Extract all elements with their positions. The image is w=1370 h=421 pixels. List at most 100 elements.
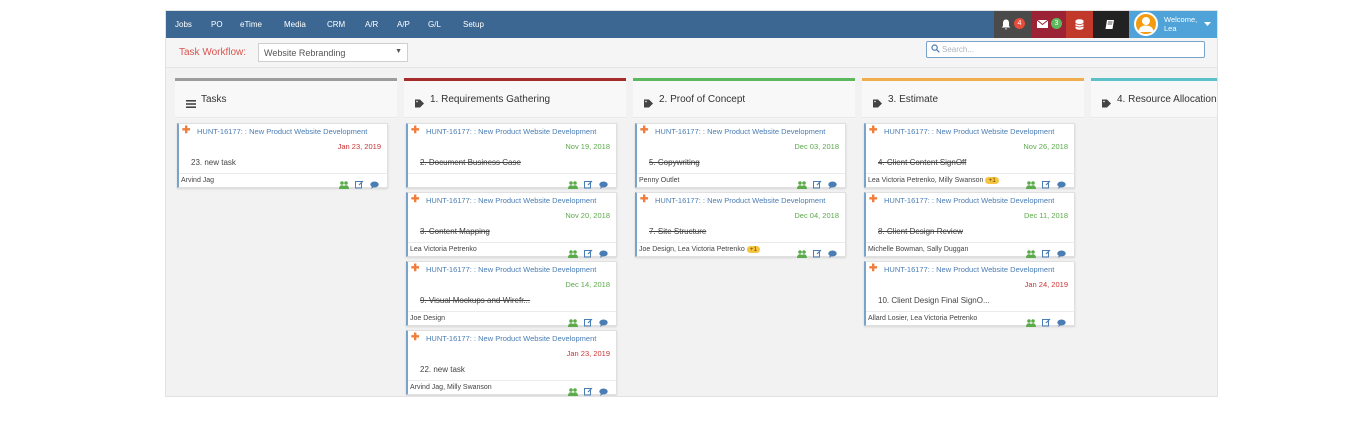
comment-icon[interactable] [599, 383, 608, 396]
task-card[interactable]: ✚ HUNT-16177: : New Product Website Devel… [406, 261, 617, 327]
drag-handle-icon[interactable]: ✚ [640, 125, 649, 136]
task-name[interactable]: 10. Client Design Final SignO... [878, 296, 990, 305]
job-link[interactable]: HUNT-16177: : New Product Website Develo… [197, 127, 368, 136]
task-card[interactable]: ✚ HUNT-16177: : New Product Website Devel… [406, 192, 617, 258]
comment-icon[interactable] [1057, 176, 1066, 194]
assign-people-icon[interactable] [339, 176, 349, 194]
edit-icon[interactable] [1042, 314, 1051, 332]
messages-button[interactable]: 3 [1031, 11, 1066, 38]
assign-people-icon[interactable] [568, 383, 578, 396]
task-name[interactable]: 7. Site Structure [649, 227, 707, 236]
task-name[interactable]: 2. Document Business Case [420, 158, 521, 167]
task-name[interactable]: 8. Client Design Review [878, 227, 963, 236]
drag-handle-icon[interactable]: ✚ [869, 194, 878, 205]
job-link[interactable]: HUNT-16177: : New Product Website Develo… [426, 127, 597, 136]
task-name[interactable]: 22. new task [420, 365, 465, 374]
nav-etime[interactable]: eTime [240, 20, 262, 29]
task-name[interactable]: 9. Visual Mockups and Wirefr... [420, 296, 531, 305]
comment-icon[interactable] [828, 176, 837, 194]
column-title: 2. Proof of Concept [659, 94, 746, 105]
nav-setup[interactable]: Setup [463, 20, 484, 29]
nav-jobs[interactable]: Jobs [175, 20, 192, 29]
comment-icon[interactable] [599, 245, 608, 263]
job-link[interactable]: HUNT-16177: : New Product Website Develo… [426, 334, 597, 343]
user-menu-button[interactable]: Welcome, Lea [1129, 11, 1217, 38]
edit-icon[interactable] [584, 245, 593, 263]
drag-handle-icon[interactable]: ✚ [411, 194, 420, 205]
assignees: Lea Victoria Petrenko, Milly Swanson +1 [868, 177, 999, 184]
job-link[interactable]: HUNT-16177: : New Product Website Develo… [426, 196, 597, 205]
database-button[interactable] [1066, 11, 1093, 38]
job-link[interactable]: HUNT-16177: : New Product Website Develo… [426, 265, 597, 274]
edit-icon[interactable] [584, 176, 593, 194]
workflow-select[interactable]: Website Rebranding ▼ [258, 43, 408, 62]
edit-icon[interactable] [355, 176, 364, 194]
job-link[interactable]: HUNT-16177: : New Product Website Develo… [655, 127, 826, 136]
extra-assignees-badge[interactable]: +1 [746, 246, 761, 253]
assign-people-icon[interactable] [797, 176, 807, 194]
drag-handle-icon[interactable]: ✚ [411, 332, 420, 343]
edit-icon[interactable] [1042, 176, 1051, 194]
column-title: Tasks [201, 94, 227, 105]
column-header: 3. Estimate [862, 81, 1084, 118]
assignees: Arvind Jag [181, 177, 215, 184]
edit-icon[interactable] [584, 314, 593, 332]
due-date: Jan 23, 2019 [566, 349, 610, 358]
edit-icon[interactable] [813, 245, 822, 263]
task-card[interactable]: ✚ HUNT-16177: : New Product Website Devel… [635, 192, 846, 258]
comment-icon[interactable] [1057, 314, 1066, 332]
job-link[interactable]: HUNT-16177: : New Product Website Develo… [655, 196, 826, 205]
task-card[interactable]: ✚ HUNT-16177: : New Product Website Devel… [864, 261, 1075, 327]
task-card[interactable]: ✚ HUNT-16177: : New Product Website Devel… [177, 123, 388, 189]
drag-handle-icon[interactable]: ✚ [640, 194, 649, 205]
avatar [1134, 12, 1158, 36]
comment-icon[interactable] [599, 176, 608, 194]
assign-people-icon[interactable] [568, 314, 578, 332]
task-card[interactable]: ✚ HUNT-16177: : New Product Website Devel… [635, 123, 846, 189]
drag-handle-icon[interactable]: ✚ [869, 263, 878, 274]
assign-people-icon[interactable] [1026, 245, 1036, 263]
assign-people-icon[interactable] [568, 176, 578, 194]
book-icon [1105, 20, 1114, 29]
assign-people-icon[interactable] [1026, 314, 1036, 332]
notifications-button[interactable]: 4 [994, 11, 1031, 38]
drag-handle-icon[interactable]: ✚ [182, 125, 191, 136]
card-actions [333, 176, 379, 189]
nav-ap[interactable]: A/P [397, 20, 410, 29]
task-name[interactable]: 4. Client Content SignOff [878, 158, 967, 167]
assign-people-icon[interactable] [797, 245, 807, 263]
book-button[interactable] [1093, 11, 1129, 38]
user-name: Lea [1164, 24, 1177, 33]
column-header: 4. Resource Allocation [1091, 81, 1217, 118]
nav-ar[interactable]: A/R [365, 20, 379, 29]
search-input[interactable]: Search... [926, 41, 1205, 58]
comment-icon[interactable] [599, 314, 608, 332]
task-card[interactable]: ✚ HUNT-16177: : New Product Website Devel… [406, 330, 617, 396]
job-link[interactable]: HUNT-16177: : New Product Website Develo… [884, 196, 1055, 205]
column: 2. Proof of Concept ✚ HUNT-16177: : New Pr… [633, 78, 855, 396]
comment-icon[interactable] [1057, 245, 1066, 263]
nav-media[interactable]: Media [284, 20, 306, 29]
task-name[interactable]: 23. new task [191, 158, 236, 167]
edit-icon[interactable] [1042, 245, 1051, 263]
task-name[interactable]: 5. Copywriting [649, 158, 700, 167]
comment-icon[interactable] [828, 245, 837, 263]
task-card[interactable]: ✚ HUNT-16177: : New Product Website Devel… [864, 192, 1075, 258]
nav-crm[interactable]: CRM [327, 20, 346, 29]
drag-handle-icon[interactable]: ✚ [411, 125, 420, 136]
job-link[interactable]: HUNT-16177: : New Product Website Develo… [884, 265, 1055, 274]
edit-icon[interactable] [584, 383, 593, 396]
job-link[interactable]: HUNT-16177: : New Product Website Develo… [884, 127, 1055, 136]
extra-assignees-badge[interactable]: +1 [985, 177, 999, 184]
nav-po[interactable]: PO [211, 20, 223, 29]
task-name[interactable]: 3. Content Mapping [420, 227, 490, 236]
task-card[interactable]: ✚ HUNT-16177: : New Product Website Devel… [864, 123, 1075, 189]
drag-handle-icon[interactable]: ✚ [869, 125, 878, 136]
task-card[interactable]: ✚ HUNT-16177: : New Product Website Devel… [406, 123, 617, 189]
assign-people-icon[interactable] [1026, 176, 1036, 194]
drag-handle-icon[interactable]: ✚ [411, 263, 420, 274]
comment-icon[interactable] [370, 176, 379, 194]
nav-gl[interactable]: G/L [428, 20, 441, 29]
assign-people-icon[interactable] [568, 245, 578, 263]
edit-icon[interactable] [813, 176, 822, 194]
